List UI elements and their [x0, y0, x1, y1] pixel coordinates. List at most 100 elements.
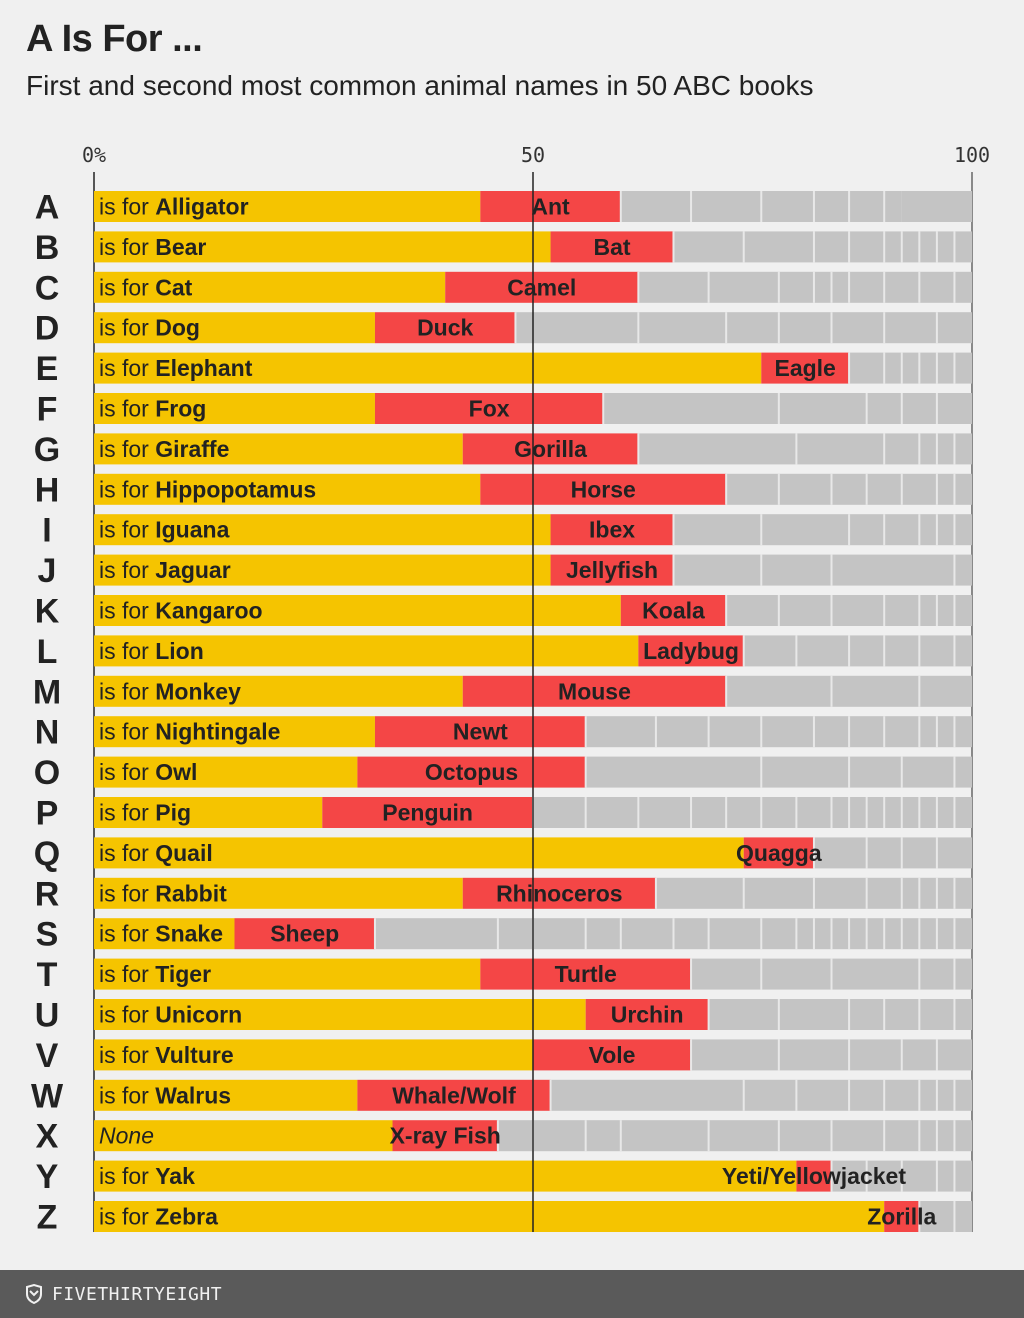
- bar-second: [322, 797, 533, 828]
- row-letter: Q: [34, 835, 60, 873]
- row-letter: D: [35, 310, 60, 348]
- bar-other: [796, 918, 814, 950]
- prefix-text: is for: [99, 719, 155, 745]
- bar-second: [374, 716, 586, 748]
- bar-other: [954, 635, 972, 667]
- prefix-text: is for: [99, 396, 155, 422]
- bar-other: [778, 393, 867, 424]
- bar-other: [954, 877, 972, 909]
- bar-other: [638, 433, 797, 465]
- bar-other: [761, 514, 850, 546]
- bar-other: [954, 433, 972, 465]
- bar-first: [94, 433, 463, 465]
- bar-other: [919, 635, 955, 667]
- bar-other: [884, 635, 920, 667]
- bar-other: [849, 756, 902, 788]
- bar-other: [936, 1160, 955, 1192]
- bar-other: [954, 595, 972, 626]
- bar-other: [936, 797, 955, 828]
- second-animal-label: Ladybug: [643, 638, 739, 664]
- bar-other: [884, 312, 937, 344]
- bar-other: [813, 191, 850, 222]
- second-animal-label: Yeti/Yellowjacket: [722, 1163, 906, 1189]
- bar-other: [936, 473, 955, 505]
- second-animal-label: X-ray Fish: [390, 1123, 501, 1149]
- bar-other: [778, 595, 832, 626]
- bar-other: [849, 191, 885, 222]
- row-letter: X: [36, 1118, 59, 1156]
- bar-other: [919, 999, 955, 1030]
- bar-other: [761, 756, 850, 788]
- bar-other: [954, 716, 972, 748]
- prefix-text: is for: [99, 840, 155, 866]
- bar-second: [357, 1079, 551, 1111]
- prefix-text: is for: [99, 1204, 155, 1230]
- second-animal-label: Vole: [589, 1042, 636, 1068]
- second-animal-label: Horse: [571, 476, 636, 502]
- chart-title: A Is For ...: [26, 18, 203, 60]
- first-animal-label: is for Walrus: [99, 1082, 231, 1108]
- bar-second: [445, 271, 639, 303]
- first-animal-label: is for Vulture: [99, 1042, 234, 1068]
- first-animal-name: Iguana: [155, 517, 229, 543]
- first-animal-name: Pig: [155, 800, 191, 826]
- bar-other: [919, 918, 937, 950]
- first-animal-name: Alligator: [155, 194, 248, 220]
- bar-other: [708, 1120, 779, 1152]
- bar-first: [94, 1160, 797, 1192]
- bar-other: [849, 352, 885, 384]
- bar-other: [831, 918, 850, 950]
- second-animal-label: Duck: [417, 315, 473, 341]
- bar-other: [831, 312, 885, 344]
- bar-other: [866, 1160, 902, 1192]
- bar-second: [462, 675, 727, 707]
- footer-brand: FIVETHIRTYEIGHT: [52, 1284, 223, 1305]
- first-animal-label: is for Lion: [99, 638, 204, 664]
- bar-other: [813, 231, 850, 263]
- bar-first: [94, 716, 375, 748]
- prefix-text: is for: [99, 1082, 155, 1108]
- bar-other: [954, 1079, 972, 1111]
- bar-other: [603, 393, 779, 424]
- prefix-text: is for: [99, 274, 155, 300]
- first-animal-label: is for Owl: [99, 759, 197, 785]
- first-animal-name: Owl: [155, 759, 197, 785]
- bar-other: [866, 473, 902, 505]
- bar-other: [849, 1039, 902, 1071]
- bar-other: [813, 837, 867, 869]
- bar-other: [778, 999, 850, 1030]
- bar-other: [708, 716, 762, 748]
- bar-other: [831, 1160, 867, 1192]
- bar-other: [866, 918, 885, 950]
- bar-other: [691, 1039, 779, 1071]
- first-animal-label: is for Yak: [99, 1163, 195, 1189]
- bar-second: [462, 877, 656, 909]
- bar-other: [954, 231, 972, 263]
- bar-other: [813, 716, 850, 748]
- bar-other: [691, 958, 762, 990]
- bar-second: [638, 635, 744, 667]
- bar-other: [901, 797, 920, 828]
- first-animal-name: Nightingale: [155, 719, 280, 745]
- bar-first: [94, 1039, 533, 1071]
- bar-other: [919, 595, 937, 626]
- bar-first: [94, 675, 463, 707]
- bar-other: [620, 918, 674, 950]
- bar-first: [94, 312, 375, 344]
- bar-second: [480, 191, 621, 222]
- first-animal-name: Yak: [155, 1163, 195, 1189]
- row-letter: Y: [36, 1158, 59, 1196]
- bar-second: [620, 595, 727, 626]
- bar-other: [374, 918, 498, 950]
- bar-other: [936, 312, 972, 344]
- bar-second: [550, 231, 674, 263]
- row-letter: Z: [37, 1199, 58, 1237]
- bar-other: [901, 837, 937, 869]
- bar-second: [374, 312, 516, 344]
- first-animal-name: Tiger: [155, 961, 211, 987]
